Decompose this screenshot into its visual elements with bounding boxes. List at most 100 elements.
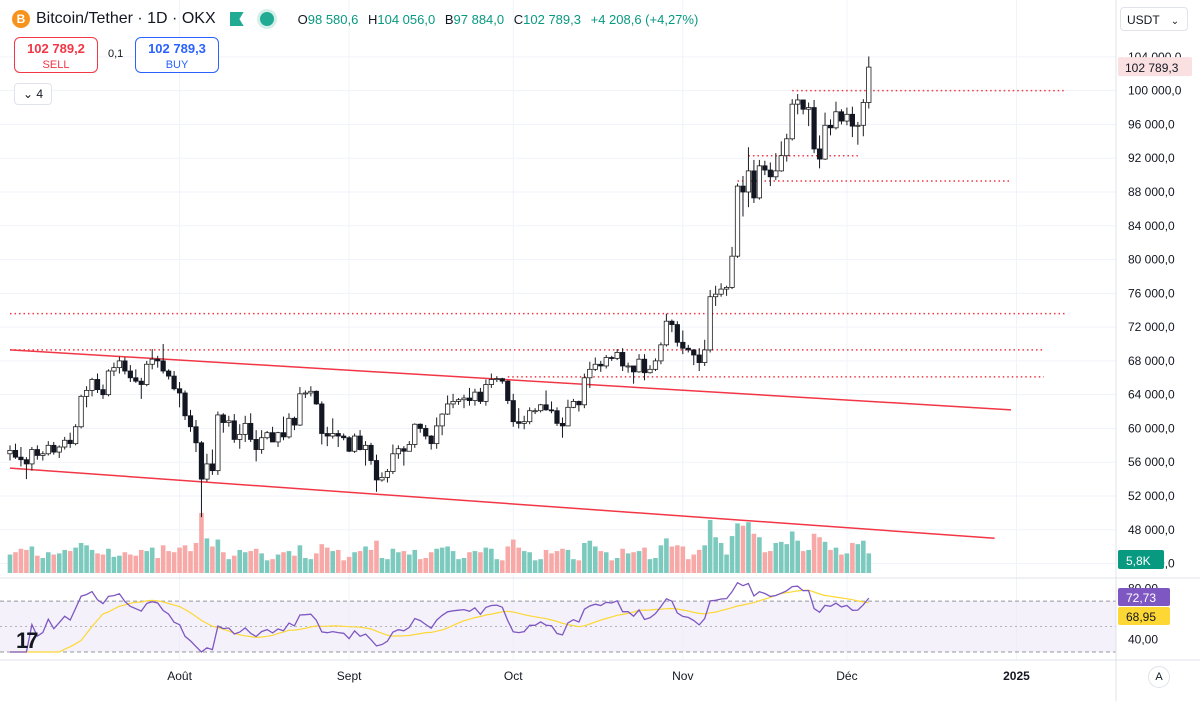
- candle-body: [193, 426, 199, 444]
- volume-bar: [696, 549, 702, 573]
- candle-body: [23, 459, 30, 465]
- volume-bar: [521, 551, 527, 573]
- candle-body: [548, 409, 555, 412]
- volume-bar: [379, 558, 385, 573]
- buy-button[interactable]: 102 789,3 BUY: [135, 37, 219, 73]
- volume-bar: [456, 559, 461, 573]
- buy-price: 102 789,3: [148, 41, 206, 56]
- high-label: H: [367, 11, 378, 27]
- currency-select[interactable]: USDT ⌄: [1120, 7, 1188, 31]
- candle-body: [669, 320, 675, 325]
- candle-body: [346, 437, 352, 452]
- candle-body: [663, 320, 670, 346]
- candle-body: [702, 349, 708, 363]
- volume-bar: [757, 537, 762, 573]
- volume-bar: [669, 546, 675, 573]
- price-tick-label: 84 000,0: [1128, 219, 1175, 233]
- volume-bar: [264, 560, 270, 573]
- volume-bar: [500, 560, 505, 573]
- flag-icon[interactable]: [229, 12, 244, 26]
- candle-body: [264, 432, 270, 439]
- volume-bar: [35, 555, 40, 573]
- volume-bar: [850, 543, 855, 573]
- volume-bar: [489, 548, 494, 573]
- candle-body: [231, 420, 237, 440]
- volume-bar: [516, 547, 522, 573]
- volume-bar: [357, 551, 363, 573]
- candle-body: [406, 444, 412, 452]
- volume-bar: [691, 554, 697, 573]
- candle-body: [516, 421, 522, 424]
- candle-body: [34, 449, 40, 456]
- candle-body: [816, 148, 823, 160]
- volume-bar: [428, 552, 434, 573]
- sell-button[interactable]: 102 789,2 SELL: [14, 37, 98, 73]
- candle-body: [532, 410, 538, 413]
- volume-bar: [188, 551, 193, 573]
- volume-bar: [138, 549, 144, 573]
- market-status-icon[interactable]: [259, 12, 274, 26]
- volume-bar: [171, 552, 177, 573]
- auto-scale-button[interactable]: A: [1148, 666, 1170, 688]
- candle-body: [855, 124, 861, 127]
- volume-bar: [128, 554, 133, 573]
- candle-body: [795, 99, 801, 105]
- candle-body: [762, 165, 768, 171]
- candle-body: [434, 425, 440, 445]
- candle-body: [499, 378, 505, 382]
- candle-body: [745, 170, 752, 193]
- volume-bar: [346, 556, 352, 573]
- time-tick-label: Août: [167, 669, 192, 683]
- candle-body: [494, 378, 500, 381]
- volume-bar: [828, 549, 833, 573]
- candle-body: [696, 354, 702, 363]
- candle-body: [204, 463, 210, 480]
- volume-bar: [13, 552, 18, 573]
- horizontal-levels: [10, 89, 1066, 378]
- candle-body: [734, 185, 741, 257]
- volume-bar: [592, 546, 598, 573]
- volume-bar: [423, 558, 429, 573]
- trendlines: [9, 349, 1012, 539]
- volume-bar: [642, 547, 647, 573]
- candle-body: [259, 437, 265, 450]
- volume-bar: [18, 548, 24, 573]
- candle-body: [641, 358, 648, 374]
- volume-bar: [45, 552, 51, 573]
- candle-body: [144, 363, 150, 385]
- candle-body: [248, 422, 254, 440]
- volume-bar: [800, 551, 806, 573]
- last-price-box: [1118, 57, 1192, 77]
- candle-body: [116, 360, 122, 369]
- price-tick-label: 92 000,0: [1128, 151, 1175, 165]
- volume-bar: [308, 559, 314, 573]
- volume-bar: [658, 545, 664, 573]
- symbol-title[interactable]: Bitcoin/Tether · 1D · OKX: [36, 10, 216, 27]
- volume-value-label: 5,8K: [1126, 554, 1151, 568]
- volume-bar: [571, 559, 576, 573]
- candle-body: [379, 477, 385, 481]
- volume-bar: [806, 549, 811, 573]
- candles: [7, 56, 872, 518]
- candle-body: [559, 422, 566, 427]
- candle-body: [723, 287, 730, 290]
- volume-bar: [193, 543, 199, 573]
- candle-body: [149, 358, 155, 365]
- candle-body: [691, 349, 697, 356]
- volume-bar: [303, 558, 308, 573]
- volume-bar: [735, 523, 740, 573]
- candle-body: [658, 344, 664, 362]
- volume-bar: [653, 558, 658, 573]
- volume-bar: [56, 553, 62, 573]
- price-tick-label: 56 000,0: [1128, 455, 1175, 469]
- volume-bar: [368, 549, 374, 573]
- candle-body: [450, 401, 456, 405]
- indicators-collapse-button[interactable]: ⌄ 4: [14, 83, 52, 105]
- bitcoin-icon: B: [12, 10, 30, 28]
- candle-body: [362, 444, 369, 450]
- price-tick-label: 72 000,0: [1128, 320, 1175, 334]
- candle-body: [78, 395, 84, 428]
- tradingview-logo: 17: [16, 628, 39, 653]
- candle-body: [401, 448, 407, 452]
